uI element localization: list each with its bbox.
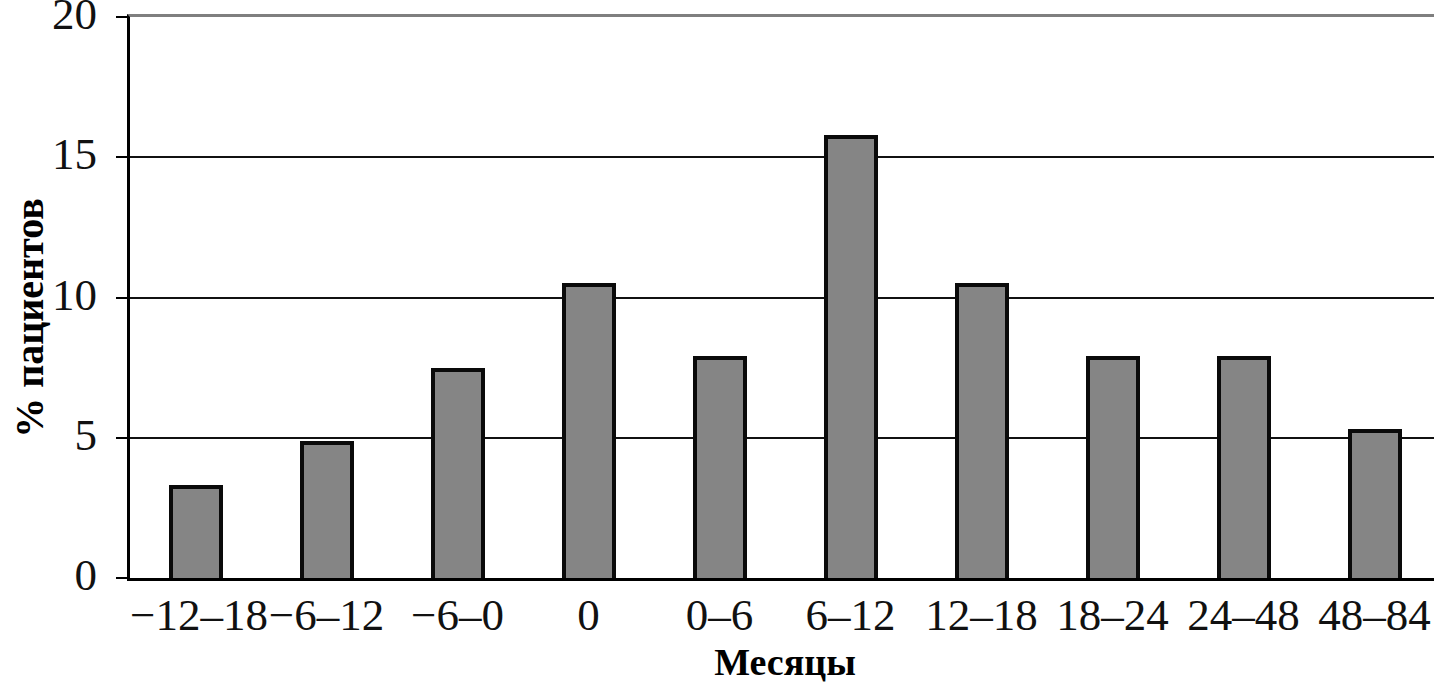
x-tick-label: 12–18: [916, 589, 1047, 641]
y-tick-mark: [116, 577, 127, 579]
x-tick-label: −12–18: [130, 589, 261, 641]
x-axis-tick-labels: −12–18−6–12−6–000–66–1212–1818–2424–4848…: [130, 589, 1434, 641]
y-tick-label: 15: [0, 128, 97, 180]
bar: [169, 485, 223, 578]
bar: [431, 368, 485, 578]
y-tick-mark: [116, 16, 127, 18]
x-tick-label: 24–48: [1178, 589, 1309, 641]
gridline: [130, 297, 1434, 299]
bar: [1348, 429, 1402, 578]
bar: [693, 356, 747, 578]
y-tick-label: 10: [0, 269, 97, 321]
bar: [1217, 356, 1271, 578]
x-tick-label: 48–84: [1309, 589, 1434, 641]
bar-chart-figure: % пациентов 05101520 −12–18−6–12−6–000–6…: [0, 0, 1434, 682]
plot-area: [127, 14, 1434, 581]
y-tick-label: 0: [0, 549, 97, 601]
y-tick-mark: [116, 297, 127, 299]
x-tick-label: 18–24: [1047, 589, 1178, 641]
x-tick-label: 6–12: [785, 589, 916, 641]
y-tick-mark: [116, 437, 127, 439]
y-tick-label: 5: [0, 409, 97, 461]
x-tick-label: 0: [523, 589, 654, 641]
bar: [1086, 356, 1140, 578]
bar: [824, 135, 878, 578]
x-axis-title: Месяцы: [130, 640, 1434, 682]
x-tick-label: −6–0: [392, 589, 523, 641]
y-axis-tick-labels: 05101520: [0, 14, 97, 624]
x-tick-label: −6–12: [261, 589, 392, 641]
bar: [300, 441, 354, 578]
bar: [955, 283, 1009, 578]
y-tick-mark: [116, 156, 127, 158]
y-tick-label: 20: [0, 0, 97, 40]
gridline: [130, 156, 1434, 158]
bar: [562, 283, 616, 578]
x-tick-label: 0–6: [654, 589, 785, 641]
